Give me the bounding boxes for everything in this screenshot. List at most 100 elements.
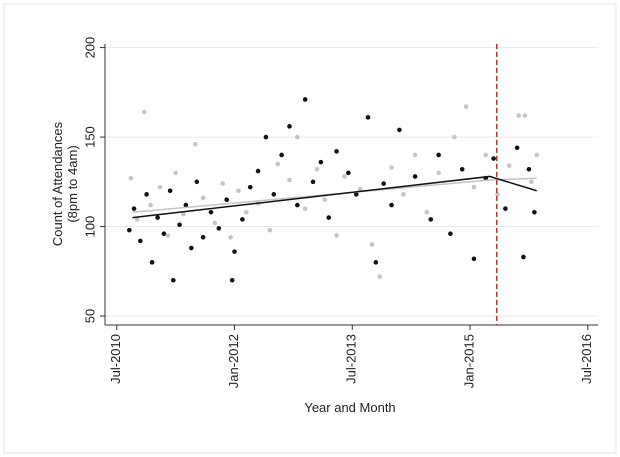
data-point [244,209,249,215]
fit-line [132,177,537,213]
data-point [491,156,496,161]
data-point [342,174,347,179]
data-point [141,109,147,115]
y-tick-label: 100 [82,216,97,238]
data-point [424,209,430,215]
data-point [183,202,189,208]
data-point [516,113,522,118]
data-point [236,188,241,194]
data-point [192,141,198,147]
x-tick-label: Jan-2012 [226,334,241,388]
data-point [483,152,489,158]
data-point [167,188,173,194]
data-point [314,166,320,172]
data-point [522,113,528,118]
data-point [127,227,132,233]
data-point [155,215,160,220]
data-point [170,277,176,283]
data-point [365,115,371,120]
data-point [148,202,153,208]
data-point [181,211,186,217]
data-point [521,254,526,260]
y-axis-label: (8pm to 4am) [65,145,80,222]
data-point [216,226,222,231]
data-point [526,166,532,172]
y-tick-label: 200 [82,37,97,59]
data-point [471,184,477,190]
data-point [528,179,534,185]
data-point [532,209,537,215]
data-point [353,192,359,197]
data-point [212,220,218,226]
plot-area [105,44,598,325]
data-point [534,152,540,158]
data-point [514,145,520,151]
data-point [326,215,332,220]
data-point [200,195,206,201]
data-point [302,206,308,211]
data-point [228,234,233,240]
data-point [157,184,163,190]
data-point [232,249,237,254]
data-point [369,242,375,247]
data-point [255,168,261,174]
data-point [161,231,167,237]
data-point [373,260,379,265]
data-point [357,186,363,192]
data-point [495,192,500,197]
data-point [436,170,441,176]
data-point [436,152,441,158]
data-point [377,274,383,279]
x-tick-label: Jul-2010 [108,334,123,384]
data-point [267,227,273,233]
data-point [318,159,324,165]
data-point [302,97,308,102]
data-point [128,175,134,181]
data-point [144,192,149,197]
data-point [463,104,469,109]
data-point [412,174,418,179]
data-point [208,209,214,215]
data-point [448,231,453,237]
data-point [134,217,140,222]
data-point [401,192,406,197]
data-point [381,181,386,186]
data-point [247,184,253,190]
data-point [149,260,155,265]
data-point [334,149,339,154]
data-point [452,134,457,140]
data-point [459,166,465,172]
data-point [229,277,235,283]
data-point [389,202,394,208]
x-tick-label: Jan-2015 [461,334,476,388]
data-point [322,197,328,203]
data-point [271,192,277,197]
data-point [220,181,226,186]
data-point [412,152,418,158]
data-point [295,134,300,140]
y-tick-label: 150 [82,126,97,148]
data-point [177,222,182,228]
data-point [287,177,292,183]
data-point [389,165,394,170]
data-point [200,234,206,240]
data-point [131,206,137,211]
data-point [295,202,300,208]
data-point [138,238,143,244]
fit-line [132,175,537,219]
data-point [194,179,200,185]
data-point [334,233,339,238]
data-point [287,124,292,129]
data-point [173,170,178,176]
x-tick-label: Jul-2013 [344,334,359,384]
y-axis-label: Count of Attendances [50,121,65,246]
data-point [503,206,508,211]
y-tick-label: 50 [82,309,97,323]
data-point [346,170,351,176]
data-point [471,256,477,262]
data-point [263,134,269,140]
data-point [279,152,284,158]
data-point [310,179,316,185]
